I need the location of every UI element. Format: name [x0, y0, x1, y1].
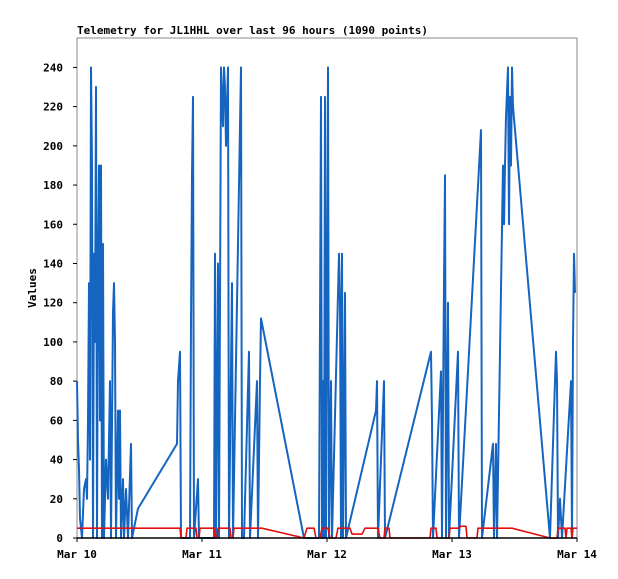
x-tick-label: Mar 13: [432, 548, 472, 561]
x-tick-label: Mar 14: [557, 548, 597, 561]
y-tick-label: 140: [43, 257, 63, 270]
y-tick-label: 80: [50, 375, 63, 388]
y-tick-label: 200: [43, 140, 63, 153]
y-tick-label: 120: [43, 297, 63, 310]
y-tick-label: 100: [43, 336, 63, 349]
y-tick-label: 180: [43, 179, 63, 192]
y-tick-label: 160: [43, 218, 63, 231]
y-tick-label: 0: [56, 532, 63, 545]
y-tick-label: 20: [50, 493, 63, 506]
y-tick-label: 220: [43, 101, 63, 114]
x-tick-label: Mar 11: [182, 548, 222, 561]
y-tick-label: 240: [43, 61, 63, 74]
y-tick-label: 60: [50, 414, 63, 427]
y-tick-label: 40: [50, 454, 63, 467]
chart-title: Telemetry for JL1HHL over last 96 hours …: [77, 24, 428, 37]
series-line: [76, 66, 576, 539]
x-tick-label: Mar 12: [307, 548, 347, 561]
y-axis-label: Values: [26, 268, 39, 308]
x-tick-label: Mar 10: [57, 548, 97, 561]
